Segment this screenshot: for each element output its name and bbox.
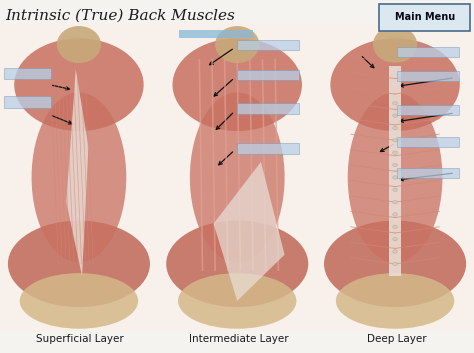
Text: Intermediate Layer: Intermediate Layer: [189, 334, 288, 344]
Circle shape: [393, 126, 397, 130]
Ellipse shape: [348, 92, 442, 262]
Ellipse shape: [166, 221, 308, 307]
Polygon shape: [66, 69, 88, 276]
Bar: [397, 71, 459, 81]
Bar: [237, 40, 299, 50]
Bar: [237, 103, 299, 114]
Circle shape: [393, 188, 397, 191]
Ellipse shape: [190, 92, 284, 262]
Bar: [0, 23, 158, 332]
Circle shape: [393, 262, 397, 265]
Bar: [179, 30, 253, 38]
Text: Main Menu: Main Menu: [394, 12, 455, 22]
Circle shape: [393, 151, 397, 154]
Circle shape: [393, 102, 397, 105]
Bar: [397, 168, 459, 178]
Ellipse shape: [373, 26, 417, 63]
Ellipse shape: [8, 221, 150, 307]
Text: Superficial Layer: Superficial Layer: [36, 334, 124, 344]
Bar: [4, 68, 51, 79]
Ellipse shape: [173, 38, 302, 131]
FancyBboxPatch shape: [379, 4, 470, 31]
Ellipse shape: [215, 26, 259, 63]
Circle shape: [393, 176, 397, 179]
Ellipse shape: [57, 26, 101, 63]
Circle shape: [393, 225, 397, 228]
Bar: [158, 23, 316, 332]
Ellipse shape: [14, 38, 144, 131]
Ellipse shape: [324, 221, 466, 307]
Circle shape: [393, 250, 397, 253]
Circle shape: [393, 238, 397, 241]
Ellipse shape: [20, 273, 138, 329]
Bar: [389, 66, 401, 276]
Text: Deep Layer: Deep Layer: [367, 334, 427, 344]
Circle shape: [393, 163, 397, 167]
Bar: [397, 47, 459, 57]
Bar: [397, 137, 459, 147]
Circle shape: [393, 201, 397, 204]
Bar: [316, 23, 474, 332]
Ellipse shape: [336, 273, 454, 329]
Bar: [4, 96, 51, 108]
Bar: [237, 143, 299, 154]
Circle shape: [393, 213, 397, 216]
Bar: [237, 70, 299, 80]
Circle shape: [393, 114, 397, 117]
Circle shape: [393, 139, 397, 142]
Bar: [397, 105, 459, 115]
Ellipse shape: [178, 273, 296, 329]
Ellipse shape: [32, 92, 126, 262]
Polygon shape: [214, 162, 284, 301]
Text: Intrinsic (True) Back Muscles: Intrinsic (True) Back Muscles: [5, 9, 235, 23]
Ellipse shape: [330, 38, 460, 131]
